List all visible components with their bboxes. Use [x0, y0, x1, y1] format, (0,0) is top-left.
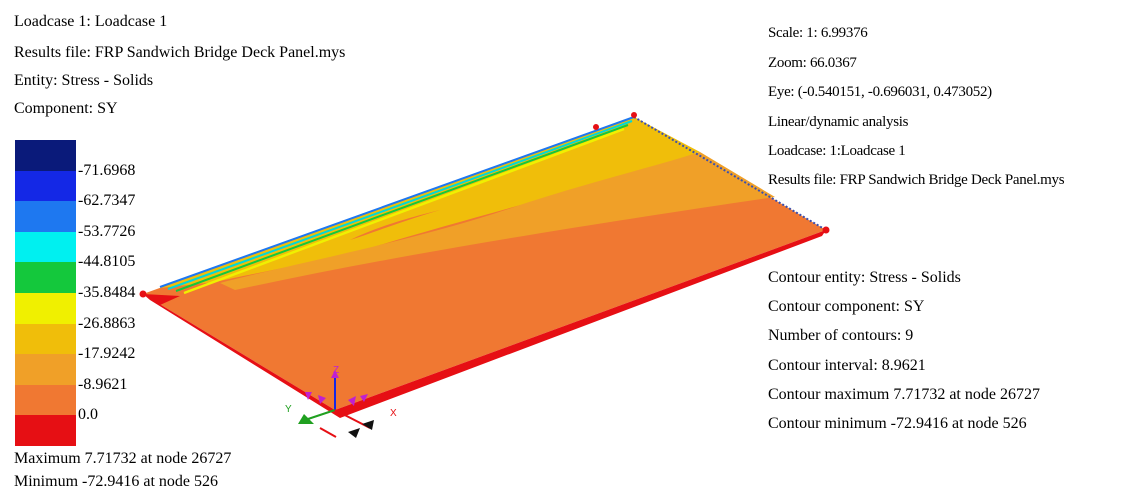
axis-triad: Z Y X	[285, 365, 397, 438]
contour-count-label: Number of contours: 9	[768, 327, 914, 344]
contour-entity-label: Contour entity: Stress - Solids	[768, 269, 961, 286]
component-label: Component: SY	[14, 100, 118, 117]
contour-maximum-label: Contour maximum 7.71732 at node 26727	[768, 386, 1040, 403]
legend-band	[15, 201, 76, 232]
legend-label: -26.8863	[78, 314, 136, 332]
legend-band	[15, 231, 76, 263]
contour-legend	[15, 140, 76, 446]
legend-label: -17.9242	[78, 345, 136, 363]
zoom-label: Zoom: 66.0367	[768, 55, 857, 71]
results-file-right-label: Results file: FRP Sandwich Bridge Deck P…	[768, 172, 1065, 188]
analysis-label: Linear/dynamic analysis	[768, 114, 909, 130]
y-axis-label: Y	[285, 404, 292, 415]
legend-band	[15, 384, 76, 416]
legend-band	[15, 323, 76, 355]
entity-label: Entity: Stress - Solids	[14, 72, 154, 89]
contour-component-label: Contour component: SY	[768, 298, 925, 315]
legend-band	[15, 140, 76, 171]
scale-label: Scale: 1: 6.99376	[768, 25, 868, 41]
z-axis-label: Z	[333, 365, 339, 376]
legend-band	[15, 292, 76, 324]
legend-band	[15, 354, 76, 385]
edge-cyan	[167, 120, 633, 290]
left-corner-red	[143, 294, 180, 305]
legend-label: -71.6968	[78, 161, 136, 179]
loadcase-label: Loadcase 1: Loadcase 1	[14, 13, 168, 30]
contour-interval-label: Contour interval: 8.9621	[768, 357, 926, 374]
loadcase-right-label: Loadcase: 1:Loadcase 1	[768, 143, 906, 159]
edge-blue	[159, 116, 635, 288]
edge-yellow	[183, 127, 625, 295]
contour-band-mid	[220, 152, 775, 290]
legend-band	[15, 415, 76, 446]
contour-band-inner	[350, 210, 440, 240]
contour-minimum-label: Contour minimum -72.9416 at node 526	[768, 415, 1027, 432]
legend-label: -62.7347	[78, 192, 136, 210]
results-file-label: Results file: FRP Sandwich Bridge Deck P…	[14, 44, 346, 61]
footer-minimum-label: Minimum -72.9416 at node 526	[14, 473, 218, 490]
eye-label: Eye: (-0.540151, -0.696031, 0.473052)	[768, 84, 992, 100]
legend-band	[15, 262, 76, 293]
legend-label: -53.7726	[78, 222, 136, 240]
x-axis-label: X	[390, 408, 397, 419]
legend-label: -8.9621	[78, 375, 128, 393]
edge-right	[633, 116, 827, 231]
legend-label: -35.8484	[78, 284, 136, 301]
edge-green	[175, 124, 629, 292]
legend-band	[15, 170, 76, 202]
legend-label: 0.0	[78, 406, 98, 424]
legend-label: -44.8105	[78, 253, 136, 271]
footer-maximum-label: Maximum 7.71732 at node 26727	[14, 450, 232, 467]
